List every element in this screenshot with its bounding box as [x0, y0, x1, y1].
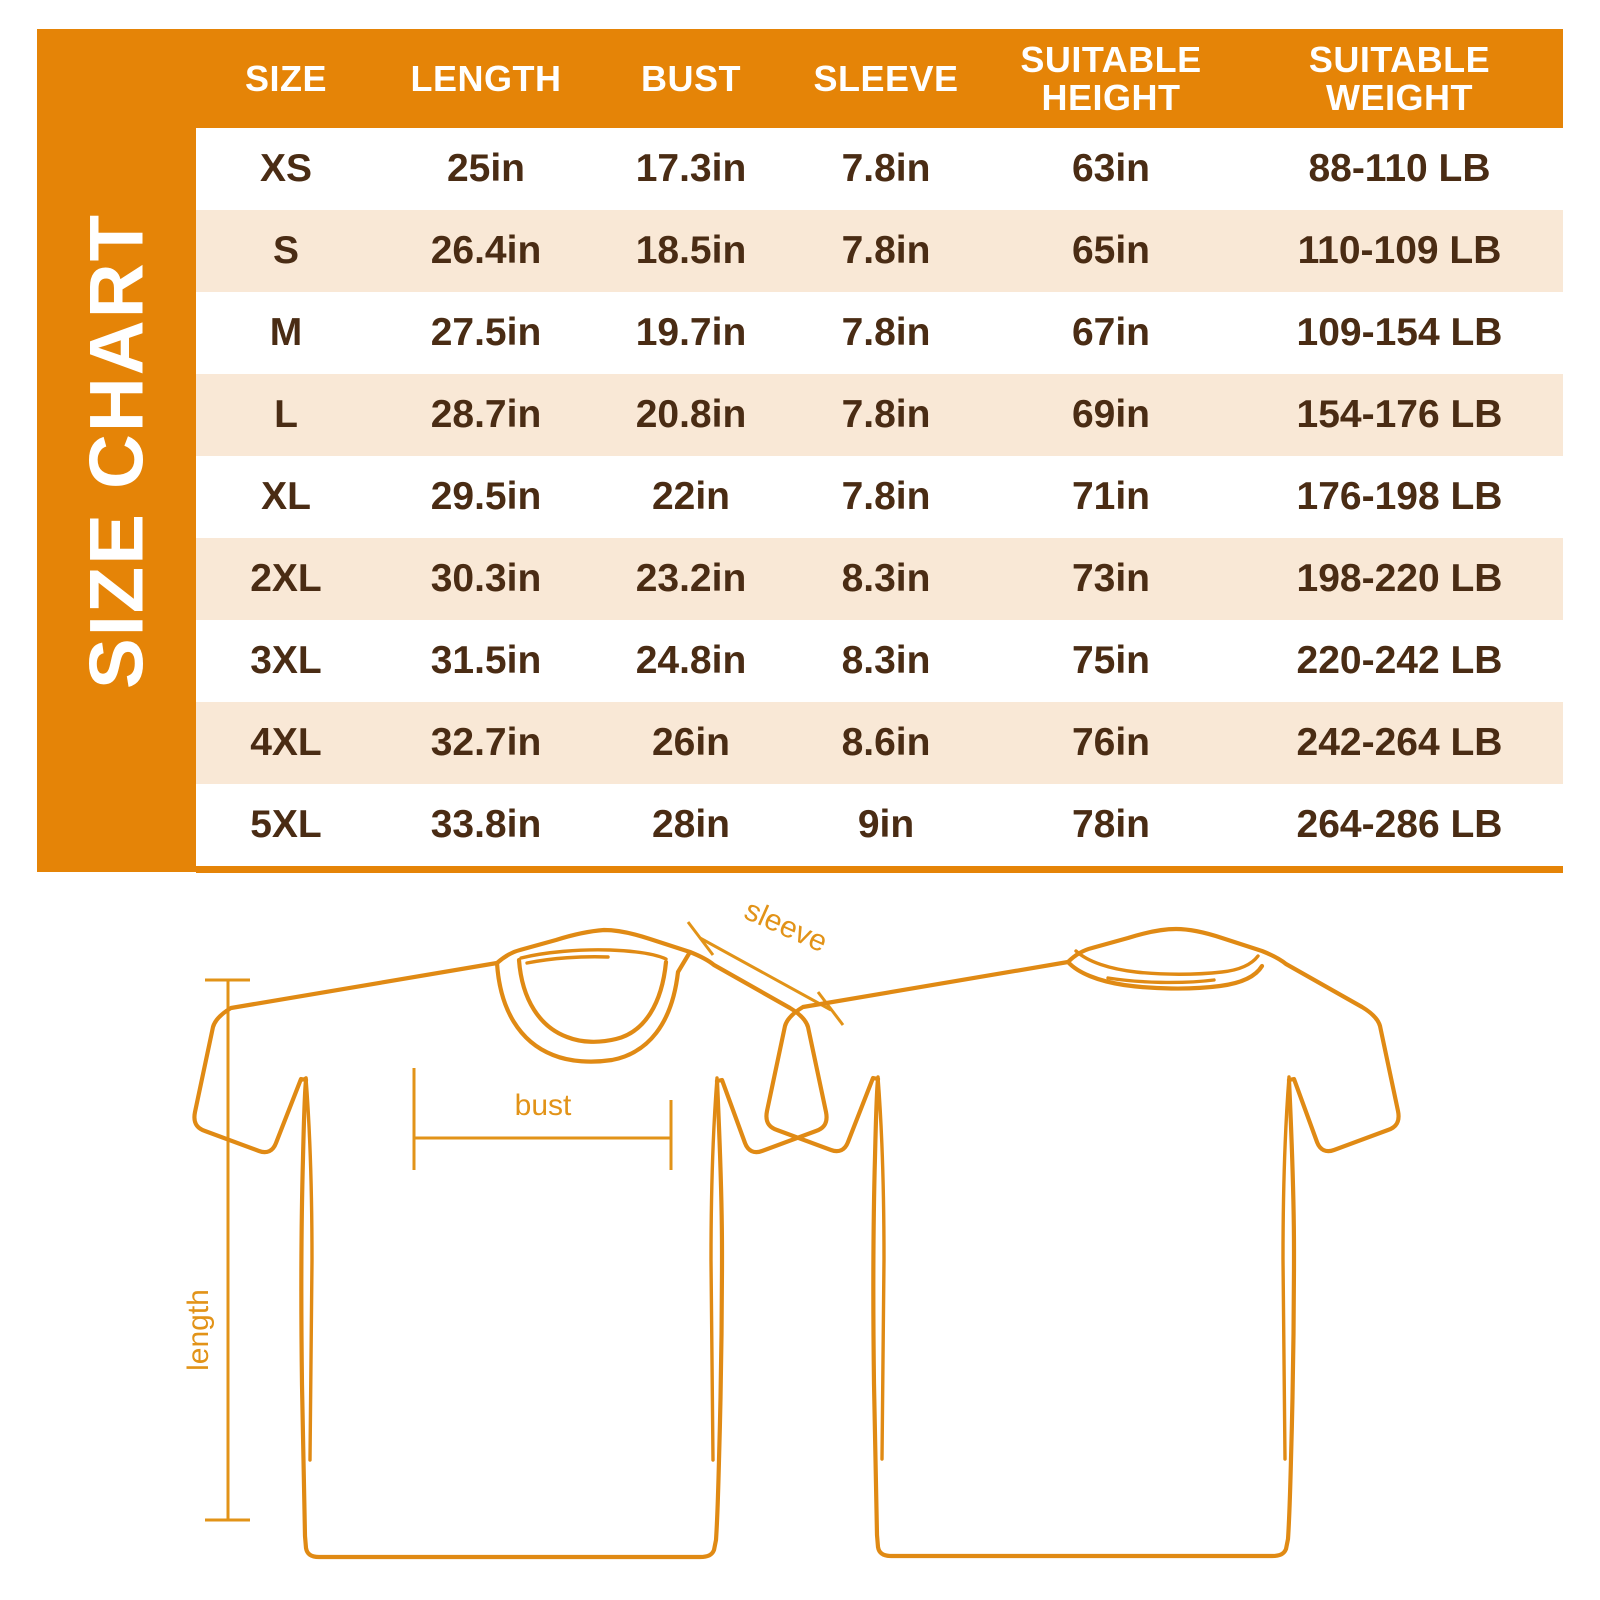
- cell-bust: 19.7in: [635, 311, 747, 354]
- cell-bust: 20.8in: [635, 393, 747, 436]
- cell-length: 29.5in: [430, 475, 542, 518]
- cell-sleeve: 7.8in: [841, 475, 931, 518]
- column-header-length: LENGTH: [376, 29, 596, 128]
- cell-length: 32.7in: [430, 721, 542, 764]
- table-row: S 26.4in 18.5in 7.8in 65in 110-109 LB: [196, 210, 1563, 292]
- table-row: 5XL 33.8in 28in 9in 78in 264-286 LB: [196, 784, 1563, 866]
- tshirt-front-view: [192, 927, 829, 1560]
- cell-suitable-weight: 220-242 LB: [1296, 639, 1503, 682]
- cell-suitable-weight: 154-176 LB: [1296, 393, 1503, 436]
- cell-sleeve: 7.8in: [841, 229, 931, 272]
- column-header-suitable-weight: SUITABLE WEIGHT: [1236, 29, 1563, 128]
- table-header-background: [196, 29, 1563, 128]
- tshirt-back-view: [764, 926, 1401, 1559]
- cell-size: S: [272, 229, 299, 272]
- cell-suitable-weight: 176-198 LB: [1296, 475, 1503, 518]
- table-row: L 28.7in 20.8in 7.8in 69in 154-176 LB: [196, 374, 1563, 456]
- cell-size: XS: [259, 147, 313, 190]
- cell-suitable-height: 76in: [1071, 721, 1151, 764]
- cell-bust: 18.5in: [635, 229, 747, 272]
- table-row: 3XL 31.5in 24.8in 8.3in 75in 220-242 LB: [196, 620, 1563, 702]
- column-header-length-line1: LENGTH: [410, 57, 562, 99]
- cell-length: 33.8in: [430, 803, 542, 846]
- sleeve-label: sleeve: [740, 900, 833, 959]
- column-header-size-line1: SIZE: [244, 57, 327, 99]
- table-row: XL 29.5in 22in 7.8in 71in 176-198 LB: [196, 456, 1563, 538]
- cell-size: M: [269, 311, 303, 354]
- table-header-row: SIZE LENGTH BUST SLEEVE SUITABLE HEIGHT …: [196, 29, 1563, 128]
- column-header-sleeve: SLEEVE: [786, 29, 986, 128]
- column-header-suitable-height: SUITABLE HEIGHT: [986, 29, 1236, 128]
- cell-sleeve: 8.6in: [841, 721, 931, 764]
- cell-size: 5XL: [250, 803, 322, 846]
- cell-suitable-height: 69in: [1071, 393, 1151, 436]
- cell-bust: 28in: [651, 803, 731, 846]
- cell-length: 25in: [446, 147, 526, 190]
- size-chart-panel: SIZE CHART SIZE LENGTH BUST SLEEVE: [37, 29, 1563, 874]
- cell-size: XL: [261, 475, 311, 518]
- column-header-bust: BUST: [596, 29, 786, 128]
- cell-suitable-weight: 264-286 LB: [1296, 803, 1503, 846]
- cell-sleeve: 7.8in: [841, 393, 931, 436]
- cell-suitable-height: 65in: [1071, 229, 1151, 272]
- cell-sleeve: 7.8in: [841, 311, 931, 354]
- cell-size: 2XL: [250, 557, 322, 600]
- cell-sleeve: 7.8in: [841, 147, 931, 190]
- cell-suitable-weight: 242-264 LB: [1296, 721, 1503, 764]
- bust-dimension-line: [412, 1068, 673, 1170]
- table-row: 2XL 30.3in 23.2in 8.3in 73in 198-220 LB: [196, 538, 1563, 620]
- length-dimension-line: [205, 978, 250, 1522]
- cell-suitable-weight: 88-110 LB: [1308, 147, 1491, 190]
- cell-sleeve: 8.3in: [841, 639, 931, 682]
- cell-suitable-height: 78in: [1071, 803, 1151, 846]
- column-header-sleeve-line1: SLEEVE: [813, 57, 959, 99]
- column-header-bust-line1: BUST: [641, 57, 741, 99]
- bust-label: bust: [515, 1089, 572, 1122]
- column-header-suitable-height-line2: HEIGHT: [1041, 76, 1181, 118]
- cell-sleeve: 9in: [857, 803, 915, 846]
- cell-length: 26.4in: [430, 229, 542, 272]
- table-row: M 27.5in 19.7in 7.8in 67in 109-154 LB: [196, 292, 1563, 374]
- cell-suitable-height: 67in: [1071, 311, 1151, 354]
- cell-suitable-height: 63in: [1071, 147, 1151, 190]
- cell-bust: 23.2in: [635, 557, 747, 600]
- cell-size: 4XL: [250, 721, 322, 764]
- cell-suitable-weight: 198-220 LB: [1296, 557, 1503, 600]
- size-chart-title: SIZE CHART: [74, 212, 159, 689]
- table-row: XS 25in 17.3in 7.8in 63in 88-110 LB: [196, 128, 1563, 210]
- column-header-suitable-height-line1: SUITABLE: [1020, 39, 1202, 81]
- column-header-suitable-weight-line1: SUITABLE: [1308, 39, 1491, 81]
- cell-size: 3XL: [250, 639, 322, 682]
- cell-bust: 22in: [651, 475, 731, 518]
- length-label: length: [182, 1289, 215, 1371]
- cell-length: 28.7in: [430, 393, 542, 436]
- sleeve-dimension-line: [686, 921, 845, 1026]
- cell-length: 31.5in: [430, 639, 542, 682]
- size-chart-side-banner: SIZE CHART: [37, 29, 196, 872]
- cell-bust: 26in: [651, 721, 731, 764]
- table-bottom-rule: [196, 865, 1563, 873]
- cell-suitable-height: 73in: [1071, 557, 1151, 600]
- cell-length: 27.5in: [430, 311, 542, 354]
- column-header-size: SIZE: [196, 29, 376, 128]
- cell-bust: 24.8in: [635, 639, 747, 682]
- measurement-diagram: length bust: [0, 900, 1600, 1600]
- column-header-suitable-weight-line2: WEIGHT: [1326, 76, 1473, 118]
- cell-sleeve: 8.3in: [841, 557, 931, 600]
- table-row: 4XL 32.7in 26in 8.6in 76in 242-264 LB: [196, 702, 1563, 784]
- cell-size: L: [274, 393, 298, 436]
- cell-length: 30.3in: [430, 557, 542, 600]
- cell-suitable-height: 75in: [1071, 639, 1151, 682]
- cell-suitable-weight: 109-154 LB: [1296, 311, 1503, 354]
- cell-suitable-height: 71in: [1071, 475, 1151, 518]
- cell-bust: 17.3in: [635, 147, 747, 190]
- cell-suitable-weight: 110-109 LB: [1297, 229, 1502, 272]
- size-chart-table: SIZE LENGTH BUST SLEEVE SUITABLE HEIGHT …: [196, 29, 1563, 866]
